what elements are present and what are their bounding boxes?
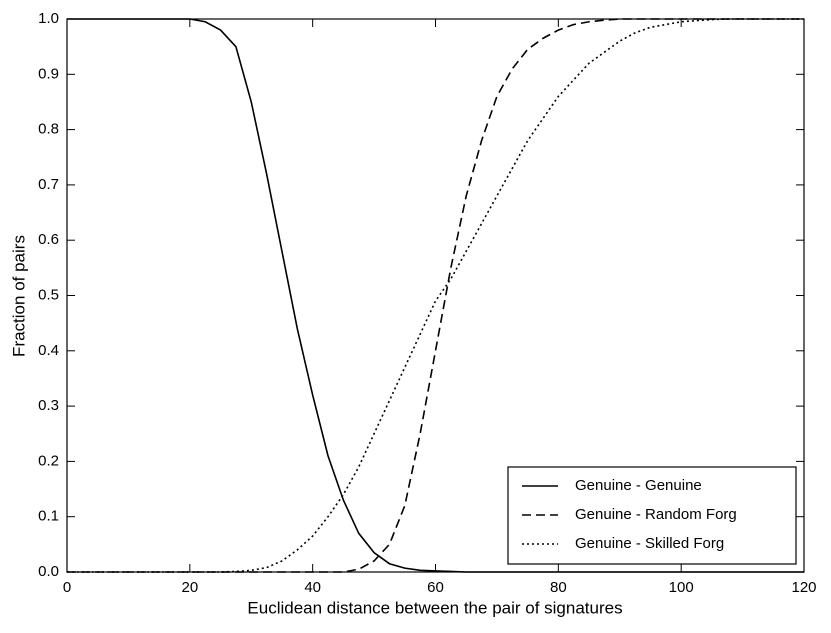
y-tick-label: 0.6 [38,231,59,248]
x-tick-label: 40 [304,579,321,596]
x-tick-label: 80 [550,579,567,596]
plot-frame [66,18,805,573]
y-tick-label: 0.4 [38,342,59,359]
legend-label: Genuine - Skilled Forg [575,535,724,552]
y-tick-label: 0.7 [38,176,59,193]
legend-label: Genuine - Random Forg [575,506,737,523]
y-tick-label: 0.8 [38,121,59,138]
x-tick-label: 60 [427,579,444,596]
legend-label: Genuine - Genuine [575,477,702,494]
y-tick-label: 0.5 [38,286,59,303]
y-axis-label: Fraction of pairs [9,235,28,357]
y-tick-label: 0.9 [38,65,59,82]
y-tick-label: 0.3 [38,397,59,414]
x-tick-label: 120 [791,579,816,596]
y-tick-label: 0.2 [38,452,59,469]
x-tick-label: 0 [63,579,71,596]
x-tick-label: 20 [181,579,198,596]
y-tick-label: 0.1 [38,508,59,525]
x-axis-label: Euclidean distance between the pair of s… [247,598,622,617]
x-tick-label: 100 [669,579,694,596]
y-tick-label: 1.0 [38,10,59,27]
y-tick-label: 0.0 [38,563,59,580]
